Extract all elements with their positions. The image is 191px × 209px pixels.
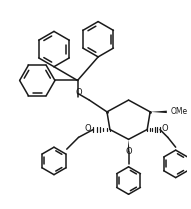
Text: OMe: OMe (171, 107, 188, 116)
Text: O: O (85, 124, 91, 133)
Polygon shape (150, 111, 167, 113)
Text: O: O (162, 124, 168, 133)
Polygon shape (128, 139, 129, 152)
Text: O: O (125, 147, 132, 156)
Text: O: O (75, 88, 82, 97)
